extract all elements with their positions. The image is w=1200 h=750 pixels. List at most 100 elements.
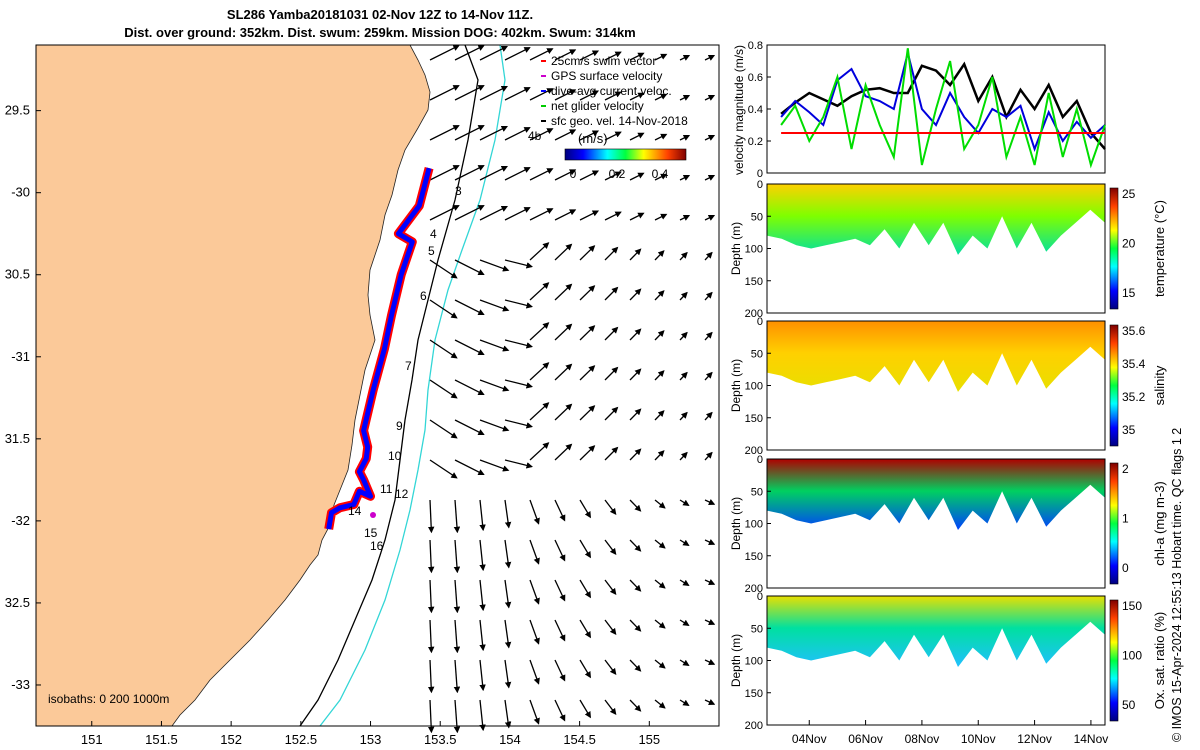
current-vector — [529, 362, 550, 381]
current-vector — [679, 499, 690, 506]
current-vector — [654, 133, 668, 141]
current-vector — [654, 93, 668, 101]
current-vector — [604, 659, 617, 675]
velocity-ylabel: velocity magnitude (m/s) — [732, 45, 746, 175]
current-vector — [629, 448, 642, 461]
depth-tick-label: 0 — [757, 179, 763, 191]
current-vector — [629, 288, 642, 301]
current-vector — [504, 259, 533, 269]
current-vector — [427, 499, 435, 534]
current-vector — [704, 411, 713, 421]
time-axis-ticks: 04Nov 06Nov 08Nov 10Nov 12Nov 14Nov — [792, 720, 1108, 746]
map-x-tick-label: 152.5 — [285, 732, 318, 747]
current-vector — [429, 299, 458, 319]
current-vector — [654, 699, 666, 709]
current-vector — [554, 699, 566, 722]
current-vector — [579, 619, 591, 639]
current-vector — [604, 539, 617, 555]
current-vector — [479, 166, 508, 181]
current-vector — [453, 579, 461, 614]
current-vector — [427, 579, 435, 614]
current-vector — [529, 499, 540, 525]
current-vector — [704, 499, 716, 505]
current-vector — [429, 85, 460, 101]
current-vector — [504, 419, 533, 429]
current-vector — [604, 406, 619, 421]
velocity-y-tick-label: 0.6 — [748, 72, 763, 84]
velocity-series-line — [780, 61, 1106, 150]
velocity-y-tick-label: 0.2 — [748, 136, 763, 148]
depth-tick-label: 200 — [745, 445, 763, 457]
day-label: 5 — [428, 244, 435, 258]
salinity-colorbar-tick: 35.4 — [1122, 357, 1146, 371]
current-vector — [604, 211, 622, 221]
current-vector — [429, 165, 460, 181]
current-vector — [504, 379, 533, 389]
current-vector — [479, 299, 510, 312]
current-vector — [529, 48, 554, 61]
current-vector — [454, 125, 485, 141]
current-vector — [529, 699, 540, 725]
isobaths-label: isobaths: 0 200 1000m — [48, 692, 169, 706]
map-x-tick-label: 153.5 — [424, 732, 457, 747]
current-vector — [479, 339, 510, 352]
map-y-tick-label: 30.5 — [5, 267, 30, 282]
current-vector — [504, 47, 531, 61]
map-x-tick-label: 151.5 — [145, 732, 178, 747]
map-y-tick-label: 29.5 — [5, 103, 30, 118]
chla-colorbar-tick: 1 — [1122, 512, 1129, 526]
current-vector — [454, 379, 485, 395]
map-y-tick-label: 32.5 — [5, 595, 30, 610]
current-vector — [529, 88, 554, 101]
current-vector — [679, 659, 690, 666]
current-vector — [579, 170, 600, 181]
current-vector — [629, 539, 642, 552]
velocity-series-line — [780, 52, 1106, 152]
current-vector — [554, 209, 577, 221]
chla-colorbar-tick: 2 — [1122, 462, 1129, 476]
current-vector — [579, 499, 591, 519]
current-vector — [529, 168, 554, 181]
velocity-panel: 0 0.2 0.4 0.6 0.8 velocity magnitude (m/s) — [732, 40, 1106, 180]
current-vector — [704, 174, 716, 181]
current-vector — [529, 128, 554, 141]
current-vector — [579, 130, 600, 141]
oxygen-section-fill — [767, 596, 1105, 667]
map-x-tick-label: 153 — [360, 732, 382, 747]
current-vector — [504, 167, 531, 181]
day-label: 16 — [370, 539, 384, 553]
current-vector — [504, 579, 512, 609]
current-vector — [479, 126, 508, 141]
current-vector — [654, 250, 665, 261]
current-vector — [454, 85, 485, 101]
current-vector — [704, 579, 716, 585]
current-vector — [429, 419, 458, 439]
current-vector — [604, 619, 617, 635]
depth-tick-label: 200 — [745, 720, 763, 732]
current-vector — [554, 539, 566, 562]
current-vector — [479, 659, 486, 692]
current-vector — [479, 419, 510, 432]
current-vector — [629, 92, 645, 101]
current-vector — [529, 402, 550, 421]
current-vector — [704, 134, 716, 141]
current-vector — [654, 450, 665, 461]
current-vector — [479, 379, 510, 392]
current-vector — [427, 659, 435, 694]
current-vector — [504, 299, 533, 309]
map-x-tick-label: 151 — [81, 732, 103, 747]
current-vector — [679, 174, 691, 181]
current-vector — [679, 214, 691, 221]
current-vector — [704, 451, 713, 461]
current-vector — [454, 339, 485, 355]
current-vector — [529, 442, 550, 461]
current-vector — [604, 286, 619, 301]
current-vector — [429, 379, 458, 399]
current-vector — [629, 368, 642, 381]
chla-panel: 0 50 100 150 200 Depth (m) 2 1 0 chl-a (mg m-3) — [729, 454, 1167, 595]
current-vector — [579, 50, 600, 61]
current-vector — [504, 699, 512, 729]
current-vector — [629, 619, 642, 632]
current-vector — [604, 366, 619, 381]
